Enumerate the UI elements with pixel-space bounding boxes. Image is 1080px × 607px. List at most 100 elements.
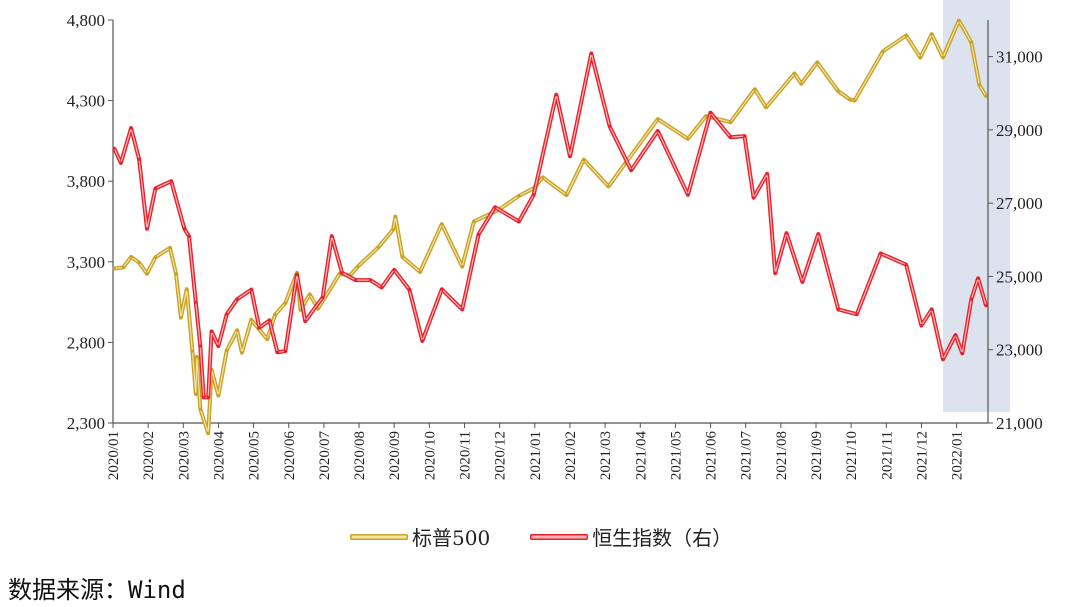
data-point <box>984 94 988 99</box>
data-point <box>400 255 405 259</box>
data-point <box>194 300 198 304</box>
data-point <box>392 268 396 272</box>
source-note: 数据来源：Wind <box>8 576 186 604</box>
data-point <box>112 266 116 271</box>
x-tick-label: 2021/08 <box>774 431 790 480</box>
axes: 2,300 2,800 3,300 3,800 4,300 4,800 21,000 23,0… <box>67 11 1043 480</box>
left-tick-label: 2,800 <box>67 333 105 352</box>
data-point <box>904 33 908 38</box>
data-point <box>179 315 183 320</box>
data-point <box>153 255 158 259</box>
legend-swatch-hsi <box>530 533 589 540</box>
data-point <box>606 184 611 188</box>
data-point <box>656 129 660 133</box>
x-tick-label: 2020/02 <box>141 431 157 480</box>
x-tick-label: 2021/10 <box>844 431 860 480</box>
legend: 标普500 恒生指数（右） <box>350 522 732 551</box>
data-point <box>376 245 380 249</box>
data-point <box>187 234 191 238</box>
x-tick-label: 2020/09 <box>387 431 403 480</box>
data-point <box>225 312 229 316</box>
data-point <box>198 344 202 348</box>
data-point <box>460 307 464 312</box>
data-point <box>752 196 756 200</box>
data-point <box>953 333 958 337</box>
right-tick-label: 21,000 <box>996 414 1043 433</box>
data-point <box>472 219 476 224</box>
data-point <box>742 134 747 138</box>
data-point <box>764 105 768 109</box>
data-point <box>137 261 141 265</box>
data-point <box>608 124 612 128</box>
data-point <box>235 328 239 332</box>
data-point <box>249 288 253 292</box>
data-point <box>554 93 558 97</box>
data-point <box>206 431 210 435</box>
data-point <box>686 137 690 141</box>
data-point <box>195 355 199 359</box>
data-point <box>564 193 569 197</box>
data-point <box>904 263 908 267</box>
data-point <box>257 326 261 330</box>
left-tick-label: 2,300 <box>67 414 105 433</box>
data-point <box>129 255 133 259</box>
data-point <box>206 395 210 399</box>
data-point <box>930 32 934 36</box>
x-tick-label: 2020/03 <box>176 431 192 480</box>
data-point <box>984 304 988 308</box>
series-line <box>113 18 988 436</box>
data-point <box>960 351 964 355</box>
data-point <box>941 357 945 361</box>
data-point <box>368 278 372 282</box>
data-point <box>686 193 690 197</box>
data-point <box>589 51 593 56</box>
x-tick-label: 2020/05 <box>247 431 263 480</box>
legend-label-sp500: 标普500 <box>412 526 491 550</box>
right-tick-label: 25,000 <box>996 267 1043 286</box>
data-point <box>121 265 125 270</box>
data-point <box>728 120 733 124</box>
x-tick-label: 2021/01 <box>528 431 544 480</box>
data-point <box>198 407 202 411</box>
data-point <box>460 265 464 269</box>
data-point <box>216 393 221 398</box>
data-point <box>517 219 521 224</box>
data-point <box>119 161 123 165</box>
data-point <box>836 307 840 312</box>
data-point <box>753 87 757 91</box>
data-point <box>855 312 859 316</box>
data-point <box>303 319 307 323</box>
data-point <box>852 99 857 103</box>
data-point <box>957 19 961 23</box>
data-point <box>145 227 149 231</box>
data-point <box>476 232 481 236</box>
data-point <box>393 215 397 219</box>
data-point <box>265 337 269 341</box>
data-point <box>225 348 229 353</box>
data-point <box>704 114 708 118</box>
data-point <box>168 246 172 250</box>
data-point <box>440 222 444 226</box>
data-point <box>517 194 521 198</box>
data-point <box>420 339 424 343</box>
data-point <box>773 271 777 275</box>
data-point <box>728 135 733 139</box>
data-point <box>418 270 422 274</box>
left-tick-label: 3,800 <box>67 172 105 191</box>
x-tick-label: 2020/01 <box>106 431 122 480</box>
series-hsi <box>112 51 989 400</box>
left-tick-label: 4,800 <box>67 11 105 30</box>
data-point <box>190 349 194 353</box>
left-tick-label: 4,300 <box>67 92 105 111</box>
data-point <box>800 280 804 284</box>
x-tick-label: 2021/09 <box>809 431 825 480</box>
data-point <box>541 175 545 179</box>
data-point <box>321 295 325 299</box>
data-point <box>275 350 280 354</box>
data-point <box>969 40 973 44</box>
x-tick-label: 2020/11 <box>458 431 474 480</box>
x-tick-label: 2021/06 <box>704 431 720 481</box>
data-point <box>112 146 116 150</box>
data-point <box>440 287 444 291</box>
x-tick-label: 2020/12 <box>493 431 509 480</box>
